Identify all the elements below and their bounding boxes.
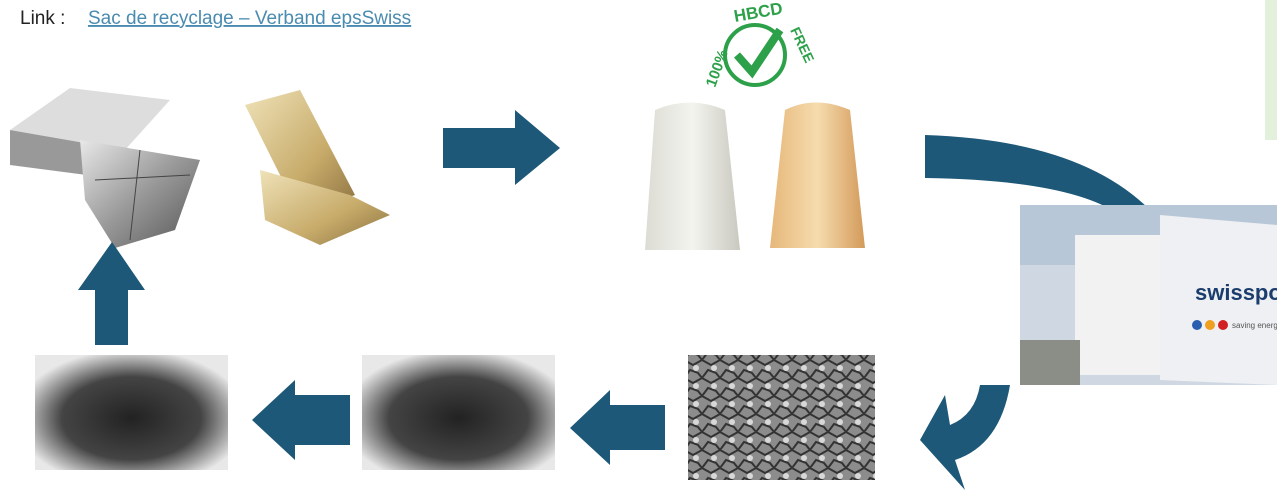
bag-white [645, 103, 740, 251]
link[interactable]: Sac de recyclage – Verband epsSwiss [88, 8, 411, 29]
truck-tagline: saving energy [1232, 321, 1277, 330]
badge-text: HBCD [732, 0, 784, 26]
link-label: Link : [20, 8, 65, 29]
recycling-diagram: Link : Sac de recyclage – Verband epsSwi… [0, 0, 1277, 495]
eps-boards [10, 88, 200, 248]
granules-photo [35, 355, 228, 470]
granules-photo [362, 355, 555, 470]
hbcd-badge: 100% HBCD FREE [703, 0, 818, 89]
truck-brand: swisspor [1195, 280, 1277, 305]
side-strip [1265, 0, 1277, 140]
truck-photo: swisspor saving energy [1020, 205, 1277, 385]
crushed-photo [688, 355, 875, 480]
gold-boards [245, 90, 390, 245]
badge-free: FREE [787, 25, 817, 66]
arrows [78, 110, 1150, 490]
bag-orange [770, 103, 865, 249]
